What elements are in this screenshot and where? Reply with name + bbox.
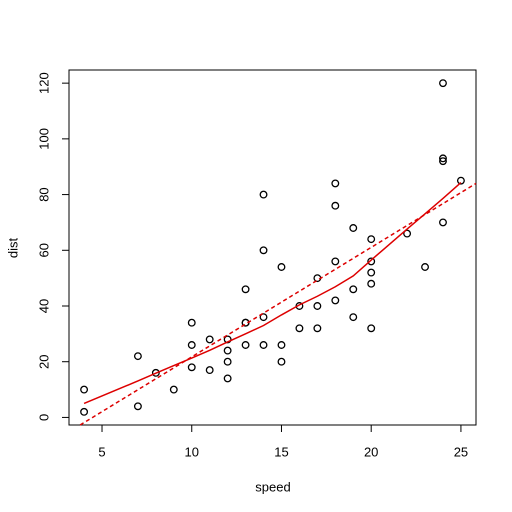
point — [439, 154, 447, 163]
x-tick-label: 10 — [185, 444, 199, 459]
point — [403, 229, 412, 238]
point — [331, 179, 340, 188]
point — [205, 366, 214, 375]
point — [223, 346, 232, 355]
x-axis-label: speed — [255, 479, 290, 494]
point — [331, 296, 340, 305]
y-tick-label: 100 — [36, 128, 51, 150]
point — [205, 335, 214, 344]
point — [241, 285, 250, 294]
point — [187, 341, 196, 349]
point — [367, 279, 376, 288]
point — [80, 385, 89, 394]
point — [439, 218, 447, 227]
point — [80, 407, 89, 416]
point — [151, 368, 160, 377]
point — [187, 318, 196, 327]
y-tick-label: 120 — [36, 72, 51, 94]
point — [241, 341, 250, 349]
x-tick-label: 25 — [454, 444, 468, 459]
y-tick-label: 80 — [36, 187, 51, 201]
point — [259, 341, 268, 349]
point — [331, 201, 340, 210]
point — [133, 402, 142, 411]
point — [439, 157, 447, 166]
point — [421, 263, 429, 271]
point — [187, 363, 196, 372]
point — [223, 357, 232, 366]
point — [349, 224, 358, 232]
x-tick-label: 20 — [364, 444, 378, 459]
point — [277, 357, 286, 366]
point — [295, 324, 304, 333]
point — [313, 302, 322, 310]
y-tick-label: 60 — [36, 243, 51, 257]
point — [367, 268, 376, 277]
point — [367, 235, 376, 244]
point — [133, 352, 142, 361]
y-tick-label: 20 — [36, 354, 51, 368]
point — [223, 374, 232, 383]
point — [331, 257, 340, 266]
smooth-line — [83, 182, 462, 405]
point — [313, 324, 322, 333]
point — [259, 246, 268, 255]
point — [439, 79, 447, 88]
point — [277, 341, 286, 349]
y-axis-label: dist — [5, 237, 20, 258]
x-tick-label: 15 — [274, 444, 288, 459]
point — [367, 257, 376, 266]
y-tick-label: 0 — [36, 414, 51, 421]
x-tick-label: 5 — [98, 444, 105, 459]
point — [259, 313, 268, 322]
point — [367, 324, 376, 333]
point — [259, 190, 268, 199]
point — [349, 285, 358, 294]
point — [456, 176, 465, 185]
point — [169, 385, 178, 394]
y-tick-label: 40 — [36, 299, 51, 313]
point — [277, 263, 286, 271]
point — [349, 313, 358, 322]
fit-line — [79, 182, 477, 426]
plot-box — [68, 69, 477, 426]
